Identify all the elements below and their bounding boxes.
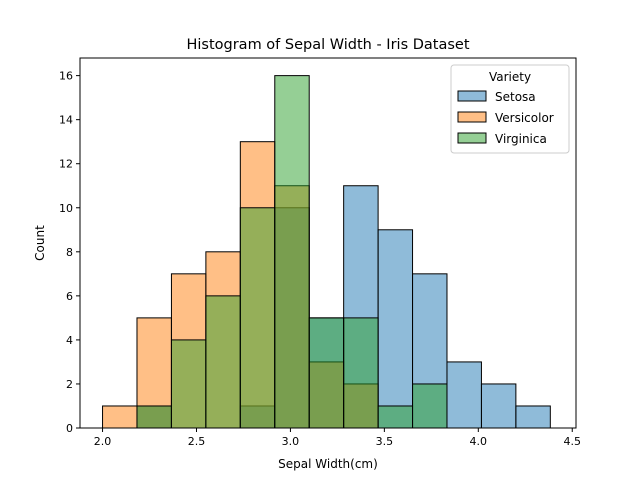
legend-items: Setosa Versicolor Virginica [457, 90, 554, 146]
y-tick-label: 10 [59, 202, 73, 215]
histogram-bar-versicolor [102, 405, 138, 429]
legend-title: Variety [489, 70, 531, 84]
legend-label-setosa: Setosa [495, 90, 536, 104]
legend-box [450, 64, 570, 154]
axes-frame [79, 57, 577, 429]
x-tick-label: 2.5 [188, 435, 206, 448]
y-tick-label: 6 [66, 290, 73, 303]
plot-area [102, 75, 551, 429]
histogram-bar-setosa [446, 361, 482, 429]
histogram-bar-setosa [480, 383, 517, 429]
histogram-bar-virginica [239, 207, 276, 429]
x-tick-label: 4.0 [470, 435, 488, 448]
x-tick-label: 3.5 [376, 435, 394, 448]
x-tick-label: 2.0 [94, 435, 112, 448]
histogram-bar-setosa [515, 405, 551, 429]
histogram-bar-virginica [170, 339, 207, 429]
y-tick-label: 2 [66, 378, 73, 391]
y-axis-label: Count [33, 225, 47, 261]
y-axis-ticks: 0 2 4 6 8 10 12 14 16 [59, 70, 80, 435]
y-tick-label: 4 [66, 334, 73, 347]
y-tick-label: 0 [66, 422, 73, 435]
legend: Variety Setosa Versicolor Virginica [450, 64, 570, 154]
x-axis-label: Sepal Width(cm) [278, 457, 378, 471]
y-tick-label: 8 [66, 246, 73, 259]
legend-swatch-versicolor [457, 111, 487, 123]
histogram-bar-virginica [274, 75, 310, 429]
x-tick-label: 3.0 [282, 435, 300, 448]
y-tick-label: 12 [59, 158, 73, 171]
y-tick-label: 14 [59, 114, 73, 127]
legend-swatch-virginica [457, 132, 487, 144]
histogram-bar-setosa [377, 229, 414, 429]
legend-swatch-setosa [457, 90, 487, 102]
histogram-bar-virginica [136, 405, 172, 429]
histogram-bar-virginica [343, 317, 379, 429]
x-tick-label: 4.5 [563, 435, 581, 448]
histogram-bar-virginica [205, 295, 241, 429]
histogram-bar-virginica [308, 317, 345, 429]
histogram-bar-virginica [377, 405, 414, 429]
legend-label-virginica: Virginica [495, 132, 547, 146]
x-axis-ticks: 2.0 2.5 3.0 3.5 4.0 4.5 [94, 428, 581, 448]
histogram-bar-virginica [412, 383, 448, 429]
legend-label-versicolor: Versicolor [495, 111, 554, 125]
y-tick-label: 16 [59, 70, 73, 83]
chart-title: Histogram of Sepal Width - Iris Dataset [186, 37, 469, 53]
